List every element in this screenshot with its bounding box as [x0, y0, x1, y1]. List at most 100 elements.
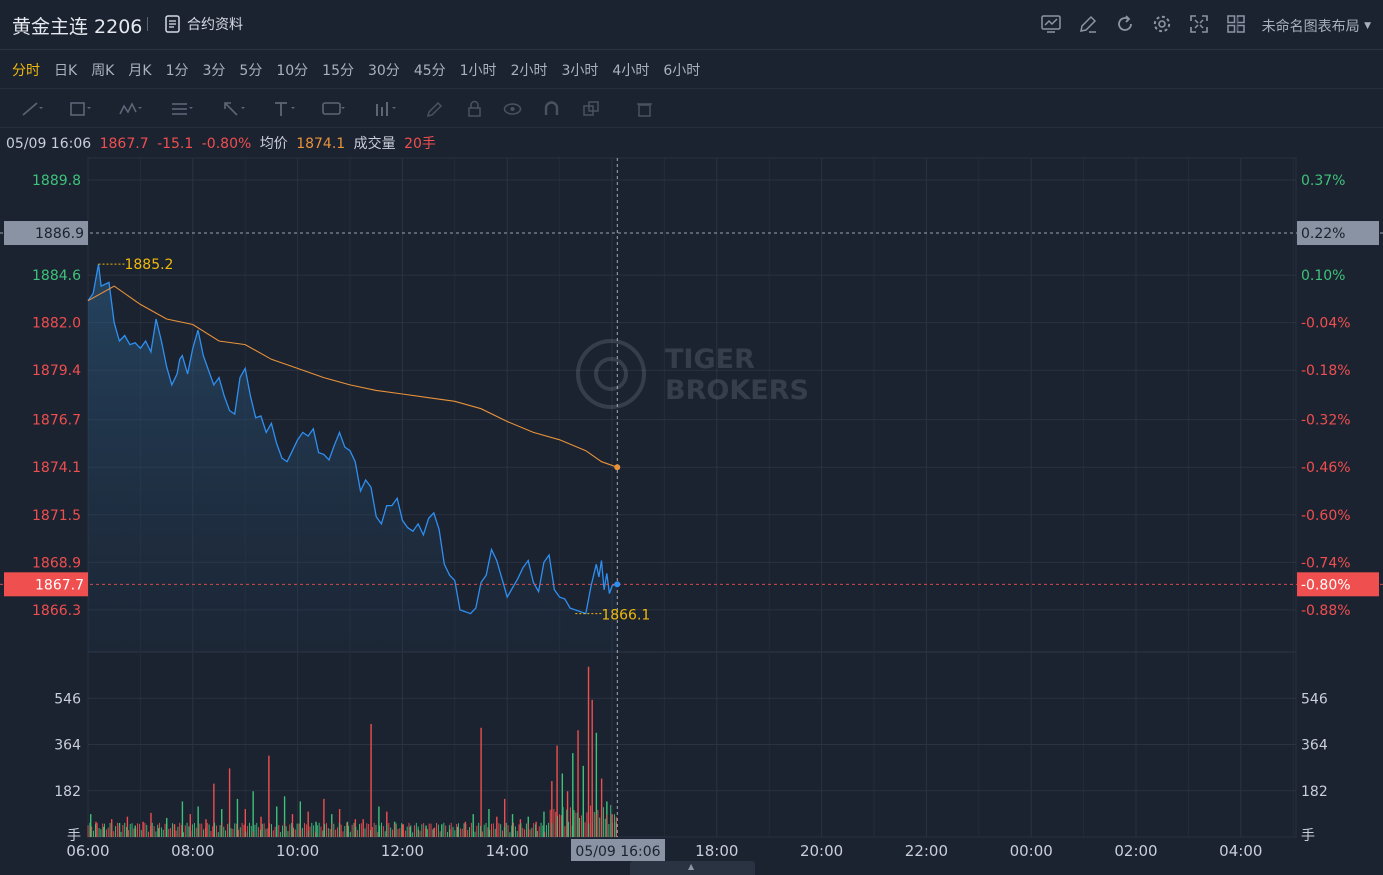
- volume-bar: [503, 826, 505, 837]
- volume-bar: [556, 745, 558, 837]
- volume-bar: [274, 826, 276, 837]
- x-tick-label: 06:00: [66, 842, 109, 860]
- eye-icon[interactable]: [501, 98, 527, 120]
- volume-bar: [465, 823, 467, 837]
- volume-bar: [602, 807, 604, 837]
- volume-bar: [488, 809, 490, 837]
- volume-bar: [601, 816, 603, 837]
- timeframe-tab[interactable]: 45分: [413, 63, 446, 79]
- grid-icon[interactable]: [1225, 13, 1247, 35]
- volume-bar: [245, 831, 247, 837]
- timeframe-tab[interactable]: 1分: [165, 63, 189, 79]
- volume-bar: [485, 822, 487, 837]
- volume-bar: [296, 823, 298, 837]
- volume-bar: [335, 829, 337, 837]
- line-tool-icon[interactable]: [18, 98, 44, 120]
- volume-bar: [250, 825, 252, 837]
- magnet-icon[interactable]: [540, 98, 566, 120]
- contract-info-button[interactable]: 合约资料: [165, 14, 243, 34]
- ref-pct-badge-label: 0.22%: [1301, 226, 1345, 242]
- volume-bar: [491, 823, 492, 837]
- volume-bar: [421, 824, 423, 837]
- layout-selector[interactable]: 未命名图表布局 ▼: [1262, 16, 1371, 36]
- volume-bar: [498, 823, 500, 837]
- price-tick-label: 1868.9: [32, 555, 81, 571]
- volume-bar: [437, 824, 439, 837]
- rect-tool-icon[interactable]: [66, 98, 92, 120]
- volume-bar: [428, 823, 430, 837]
- volume-bar: [221, 822, 223, 837]
- volume-bar: [331, 823, 333, 837]
- volume-bar: [162, 829, 164, 837]
- trash-icon[interactable]: [633, 98, 659, 120]
- last-pct-badge: [1297, 572, 1379, 597]
- timeframe-tab[interactable]: 月K: [128, 63, 152, 79]
- pattern-tool-icon[interactable]: [117, 98, 143, 120]
- timeframe-tab[interactable]: 5分: [239, 63, 263, 79]
- settings-icon[interactable]: [1151, 13, 1173, 35]
- scroll-handle[interactable]: ▲: [630, 861, 755, 875]
- volume-bar: [160, 827, 162, 837]
- volume-bar: [140, 830, 142, 837]
- volume-bar: [230, 828, 232, 837]
- timeframe-tab[interactable]: 4小时: [612, 63, 650, 79]
- volume-bar: [525, 823, 527, 837]
- pct-tick-label: -0.32%: [1301, 413, 1351, 429]
- volume-bar: [360, 823, 362, 837]
- last-pct-badge-label: -0.80%: [1301, 577, 1351, 593]
- clone-icon[interactable]: [580, 98, 606, 120]
- volume-bar: [137, 823, 139, 837]
- pen-icon[interactable]: [423, 98, 449, 120]
- volume-bar: [524, 829, 525, 837]
- symbol-title[interactable]: 黄金主连 2206: [12, 16, 143, 38]
- volume-bar: [113, 831, 115, 837]
- volume-bar: [519, 819, 522, 837]
- timeframe-tab[interactable]: 分时: [12, 63, 40, 79]
- volume-bar: [329, 828, 331, 837]
- volume-bar: [129, 824, 131, 837]
- timeframe-tab[interactable]: 3分: [202, 63, 226, 79]
- edit-icon[interactable]: [1077, 13, 1099, 35]
- volume-bar: [577, 812, 579, 837]
- lock-icon[interactable]: [463, 98, 489, 120]
- info-avg-value: 1874.1: [296, 136, 346, 152]
- volume-bar: [316, 825, 318, 837]
- timeframe-tab[interactable]: 10分: [276, 63, 309, 79]
- volume-bar: [540, 822, 542, 837]
- volume-bar: [122, 824, 124, 837]
- timeframe-tab[interactable]: 2小时: [510, 63, 548, 79]
- watermark-text: TIGER BROKERS: [665, 344, 809, 406]
- volume-bar: [549, 809, 551, 837]
- volume-bar: [406, 826, 408, 837]
- volume-bar: [564, 826, 566, 837]
- volume-bar: [126, 826, 128, 837]
- arrow-tool-icon[interactable]: [220, 98, 246, 120]
- chart-header: 黄金主连 2206 合约资料 未命名图表布局 ▼: [0, 0, 1383, 50]
- chart-icon[interactable]: [1040, 13, 1062, 35]
- volume-bar: [267, 828, 269, 837]
- text-tool-icon[interactable]: [270, 98, 296, 120]
- volume-bar: [107, 827, 109, 837]
- volume-bar: [362, 828, 364, 837]
- fib-tool-icon[interactable]: [168, 98, 194, 120]
- measure-tool-icon[interactable]: [371, 98, 397, 120]
- volume-bar: [370, 830, 371, 837]
- avg-endpoint-dot: [614, 464, 621, 471]
- timeframe-tab[interactable]: 日K: [54, 63, 78, 79]
- volume-bar: [346, 822, 348, 837]
- timeframe-tab[interactable]: 15分: [322, 63, 354, 79]
- annotation-tool-icon[interactable]: [320, 98, 346, 120]
- timeframe-tab[interactable]: 周K: [91, 63, 115, 79]
- volume-bar: [458, 823, 459, 837]
- timeframe-tab[interactable]: 30分: [367, 63, 400, 79]
- timeframe-tab[interactable]: 1小时: [459, 63, 497, 79]
- volume-bar: [464, 821, 467, 837]
- timeframe-tab[interactable]: 3小时: [561, 63, 599, 79]
- volume-bar: [445, 825, 447, 837]
- fullscreen-icon[interactable]: [1188, 13, 1210, 35]
- timeframe-tab[interactable]: 6小时: [663, 63, 701, 79]
- volume-bar: [409, 826, 412, 837]
- volume-bar: [386, 811, 388, 837]
- refresh-icon[interactable]: [1114, 13, 1136, 35]
